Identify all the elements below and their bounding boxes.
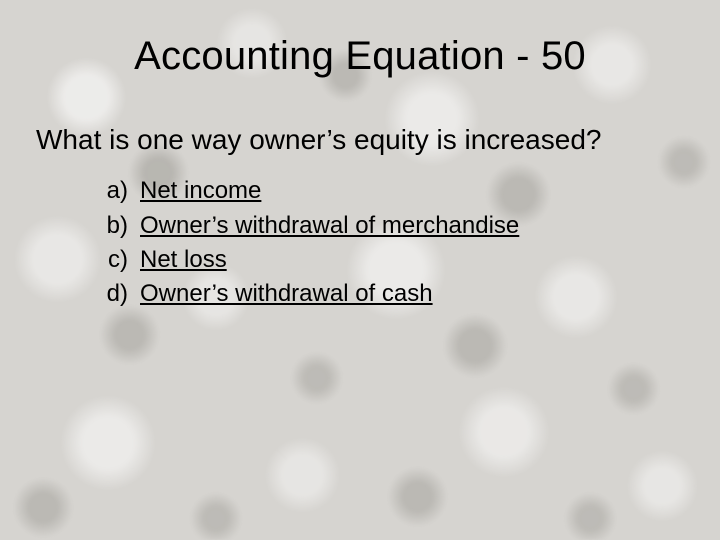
option-letter: c) <box>100 244 140 276</box>
option-d[interactable]: d) Owner’s withdrawal of cash <box>100 278 684 310</box>
option-a[interactable]: a) Net income <box>100 175 684 207</box>
slide-title: Accounting Equation - 50 <box>36 34 684 79</box>
options-list: a) Net income b) Owner’s withdrawal of m… <box>100 175 684 311</box>
option-text: Owner’s withdrawal of merchandise <box>140 210 519 242</box>
slide-container: Accounting Equation - 50 What is one way… <box>0 0 720 540</box>
option-text: Net income <box>140 175 261 207</box>
option-text: Owner’s withdrawal of cash <box>140 278 433 310</box>
option-text: Net loss <box>140 244 227 276</box>
option-letter: b) <box>100 210 140 242</box>
question-text: What is one way owner’s equity is increa… <box>36 123 684 157</box>
option-b[interactable]: b) Owner’s withdrawal of merchandise <box>100 210 684 242</box>
option-letter: d) <box>100 278 140 310</box>
option-letter: a) <box>100 175 140 207</box>
option-c[interactable]: c) Net loss <box>100 244 684 276</box>
